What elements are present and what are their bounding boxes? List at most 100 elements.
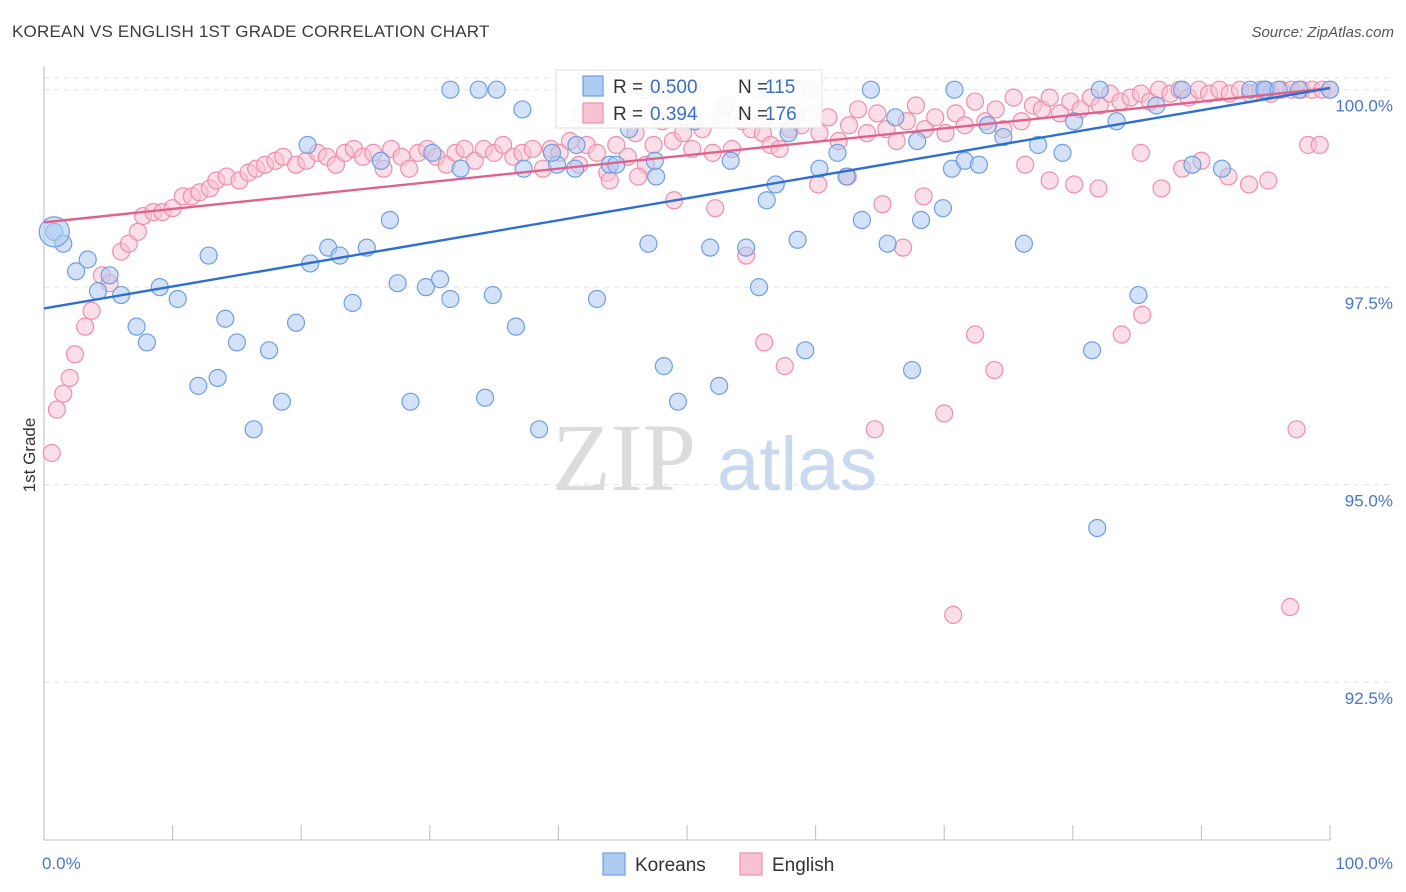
stats-box: R = 0.500 N = 115 R = 0.394 N = 176 (555, 69, 823, 129)
koreans-point-8 (137, 333, 156, 352)
legend-koreans-swatch (602, 852, 626, 876)
koreans-point-73 (1053, 143, 1072, 162)
y-tick-label-0: 92.5% (1345, 689, 1393, 708)
koreans-point-30 (441, 289, 460, 309)
stats-english-swatch (582, 102, 604, 124)
koreans-point-111 (423, 143, 442, 162)
english-point-141 (755, 333, 774, 352)
koreans-trend-line (43, 86, 1331, 310)
x-tick-label-1: 100.0% (1335, 854, 1393, 873)
english-point-158 (1131, 143, 1151, 162)
english-point-164 (1259, 171, 1278, 190)
english-point-2 (54, 384, 73, 403)
english-point-136 (600, 171, 619, 190)
koreans-point-29 (430, 270, 450, 289)
koreans-point-98 (945, 80, 964, 99)
koreans-point-78 (1129, 285, 1148, 305)
english-point-139 (706, 199, 725, 218)
koreans-point-2 (67, 262, 86, 281)
koreans-point-15 (227, 333, 246, 352)
koreans-point-23 (343, 293, 362, 313)
koreans-point-97 (1090, 80, 1109, 99)
english-point-165 (1281, 597, 1300, 617)
koreans-point-72 (1028, 135, 1048, 155)
trend-lines (43, 86, 1331, 310)
watermark-zip: ZIP (552, 404, 696, 511)
english-point-137 (629, 167, 648, 186)
english-point-84 (819, 108, 838, 127)
koreans-point-35 (514, 159, 533, 178)
koreans-point-105 (886, 108, 905, 127)
english-point-40 (400, 159, 419, 178)
koreans-point-45 (654, 357, 673, 376)
english-point-148 (914, 187, 933, 206)
english-point-155 (1064, 175, 1084, 194)
english-point-87 (848, 100, 868, 119)
koreans-point-110 (298, 135, 317, 155)
koreans-point-16 (244, 420, 263, 439)
english-point-156 (1089, 179, 1108, 198)
koreans-point-17 (259, 341, 279, 360)
koreans-point-86 (441, 80, 460, 99)
koreans-point-61 (852, 210, 871, 230)
stats-koreans-r-label: R = (613, 77, 643, 98)
english-point-99 (965, 92, 985, 111)
english-point-53 (523, 139, 542, 159)
koreans-point-36 (530, 420, 549, 439)
koreans-point-49 (710, 376, 729, 395)
english-point-147 (893, 238, 913, 257)
koreans-point-101 (567, 135, 586, 155)
tick-labels: 92.5% 95.0% 97.5% 100.0% 0.0% 100.0% (42, 97, 1393, 873)
english-point-166 (1287, 420, 1306, 439)
stats-koreans-n-value: 115 (765, 77, 795, 98)
koreans-point-96 (1173, 80, 1192, 99)
koreans-point-99 (861, 80, 880, 99)
koreans-point-18 (272, 392, 292, 411)
stats-english-n-label: N = (738, 104, 768, 125)
koreans-point-69 (969, 155, 989, 174)
koreans-point-28 (416, 278, 436, 297)
english-point-11 (128, 222, 147, 241)
legend: Koreans English (602, 852, 834, 876)
koreans-point-65 (911, 210, 931, 230)
english-point-46 (455, 139, 474, 159)
koreans-point-59 (828, 143, 847, 162)
english-point-89 (868, 104, 887, 123)
koreans-point-44 (647, 167, 666, 186)
koreans-point-64 (908, 131, 927, 151)
koreans-point-107 (645, 151, 664, 170)
koreans-point-57 (796, 341, 815, 360)
english-point-0 (42, 443, 61, 463)
koreans-point-50 (721, 151, 740, 170)
english-point-60 (587, 143, 607, 162)
legend-koreans-label: Koreans (635, 855, 706, 876)
y-tick-label-3: 100.0% (1335, 97, 1393, 116)
koreans-point-76 (1088, 518, 1107, 538)
koreans-point-31 (451, 159, 470, 178)
y-tick-label-1: 95.0% (1345, 492, 1393, 511)
koreans-point-46 (668, 392, 688, 411)
english-point-150 (944, 605, 963, 625)
koreans-point-56 (788, 230, 807, 249)
english-point-86 (839, 116, 859, 135)
stats-english-r-label: R = (613, 104, 643, 125)
koreans-point-100 (513, 100, 532, 119)
koreans-point-74 (1064, 112, 1084, 131)
english-point-88 (857, 124, 877, 143)
koreans-point-48 (701, 238, 720, 257)
english-point-153 (1016, 155, 1035, 174)
english-point-5 (76, 317, 95, 336)
koreans-point-58 (810, 159, 829, 178)
koreans-point-10 (168, 289, 187, 309)
koreans-point-62 (878, 234, 897, 253)
koreans-point-large (38, 216, 70, 248)
english-point-1 (47, 400, 66, 419)
stats-koreans-swatch (582, 75, 604, 97)
watermark: ZIP atlas (552, 404, 878, 511)
koreans-point-70 (994, 127, 1013, 147)
english-point-157 (1112, 325, 1131, 344)
koreans-point-3 (78, 250, 97, 269)
english-point-168 (1310, 135, 1329, 155)
english-point-143 (809, 175, 828, 194)
koreans-point-7 (127, 317, 146, 336)
